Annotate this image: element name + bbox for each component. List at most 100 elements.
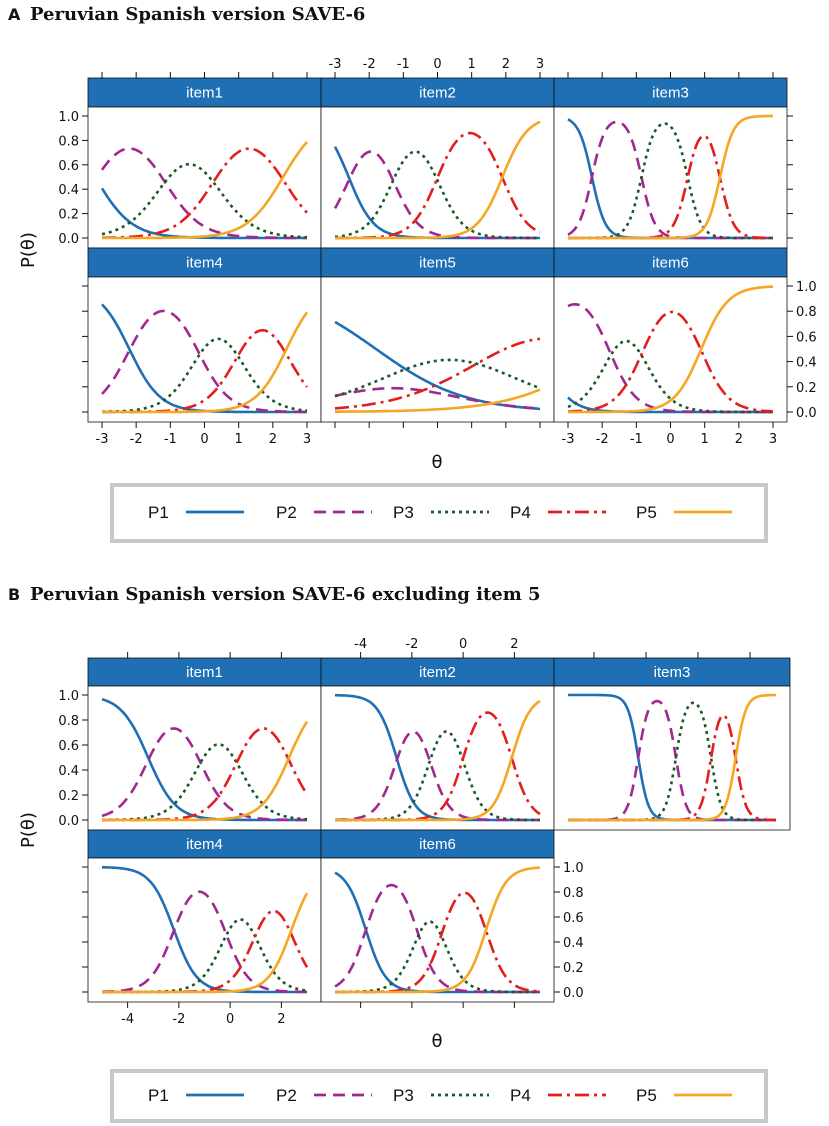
x-tick-label-item4: -2	[172, 1012, 185, 1027]
curve-P4-item6	[568, 310, 774, 413]
strip-label-item4: item4	[186, 836, 223, 853]
curve-P2-item1	[100, 147, 308, 240]
x-axis-label-a: θ	[431, 452, 442, 473]
strip-item4	[87, 829, 322, 859]
x-tick-label-item4: -4	[121, 1012, 134, 1027]
curve-P3-item4	[101, 337, 308, 414]
y-tick-label-item1: 0.4	[58, 764, 79, 779]
legend-label-P3: P3	[393, 1086, 414, 1105]
strip-label-item4: item4	[186, 255, 223, 272]
x-tick-label-item2: 2	[510, 637, 518, 652]
figure-b: item1 0.0 0.2 0.4 0.6 0.8 1.0 item2 -4 -2 0 2 item3 i…	[18, 637, 791, 1052]
panel-item1: item1 0.0 0.2 0.4 0.6 0.8 1.0	[58, 72, 322, 249]
x-tick-label-item2: -2	[405, 637, 418, 652]
legend-label-P5: P5	[636, 1086, 657, 1105]
curve-P1-item1	[101, 697, 307, 822]
strip-label-item2: item2	[419, 85, 456, 102]
x-tick-label-item6: -3	[562, 432, 575, 447]
strip-label-item3: item3	[654, 664, 691, 681]
curve-P1-item4	[102, 866, 307, 994]
x-tick-label-item4: 3	[303, 432, 311, 447]
panel-item4: item4 -4 -2 0 2	[82, 829, 322, 1027]
curve-P3-item2	[334, 150, 540, 240]
curve-P5-item1	[102, 141, 308, 240]
curve-P3-item4	[102, 918, 308, 994]
x-tick-label-item2: -2	[363, 57, 376, 72]
legend-a: P1 P2 P3 P4 P5	[148, 503, 732, 522]
curve-P5-item2	[335, 699, 541, 822]
x-tick-label-item4: 0	[200, 432, 208, 447]
curve-P2-item6	[567, 302, 773, 414]
x-tick-label-item6: 0	[666, 432, 674, 447]
x-axis-label-b: θ	[431, 1031, 442, 1052]
curve-P4-item1	[101, 147, 308, 240]
legend-b: P1 P2 P3 P4 P5	[148, 1086, 732, 1105]
curve-P2-item4	[101, 309, 307, 414]
panel-item3: item3	[553, 652, 791, 831]
y-tick-label-item6: 1.0	[796, 280, 817, 295]
plot-area-item5	[320, 276, 555, 423]
curve-P5-item6	[335, 866, 541, 994]
x-tick-label-item6: -1	[630, 432, 643, 447]
legend-label-P2: P2	[276, 1086, 297, 1105]
panel-b-title: Peruvian Spanish version SAVE-6 excludin…	[30, 584, 541, 605]
panel-item6: item6 -3 -2 -1 0 1 2 3 0.0 0.2 0.4 0.6 0.8 1.0	[553, 247, 817, 447]
strip-item1	[87, 77, 322, 108]
plot-area-item1	[87, 685, 322, 831]
x-tick-label-item6: 1	[701, 432, 709, 447]
x-tick-label-item4: -2	[130, 432, 143, 447]
strip-item6	[320, 829, 555, 859]
y-tick-label-item6: 0.6	[563, 911, 584, 926]
curve-P5-item3	[568, 114, 774, 240]
y-tick-label-item6: 0.4	[563, 936, 584, 951]
x-tick-label-item6: 2	[735, 432, 743, 447]
strip-item1	[87, 657, 322, 687]
x-tick-label-item4: 1	[235, 432, 243, 447]
curve-P2-item3	[567, 120, 773, 240]
panel-item3: item3	[553, 72, 793, 249]
y-tick-label-item1: 1.0	[58, 110, 79, 125]
y-tick-label-item1: 0.2	[58, 789, 79, 804]
curve-P3-item1	[101, 162, 308, 239]
legend-label-P1: P1	[148, 503, 169, 522]
x-tick-label-item2: 0	[433, 57, 441, 72]
curve-P2-item6	[334, 883, 540, 994]
plot-area-item4	[87, 857, 322, 1003]
legend-label-P4: P4	[510, 1086, 531, 1105]
x-tick-label-item2: 2	[502, 57, 510, 72]
y-axis-label-a: P(θ)	[18, 232, 39, 268]
y-tick-label-item6: 0.2	[563, 961, 584, 976]
strip-label-item1: item1	[186, 85, 223, 102]
x-tick-label-item2: -4	[354, 637, 367, 652]
x-tick-label-item4: 2	[269, 432, 277, 447]
curve-P3-item2	[335, 730, 540, 822]
x-tick-label-item4: -1	[164, 432, 177, 447]
x-tick-label-item2: -3	[329, 57, 342, 72]
strip-item3	[553, 657, 791, 687]
curve-P5-item6	[568, 285, 774, 414]
legend-label-P4: P4	[510, 503, 531, 522]
y-axis-label-b: P(θ)	[18, 812, 39, 848]
panel-b-letter: B	[8, 585, 20, 604]
curve-P3-item5	[334, 358, 541, 398]
panel-a-title: Peruvian Spanish version SAVE-6	[30, 4, 365, 25]
panel-item4: item4 -3 -2 -1 0 1 2 3	[82, 247, 322, 447]
y-tick-label-item1: 0.6	[58, 159, 79, 174]
y-tick-label-item1: 0.2	[58, 208, 79, 223]
y-tick-label-item6: 0.6	[796, 330, 817, 345]
plot-area-item2	[320, 685, 555, 831]
strip-label-item6: item6	[419, 836, 456, 853]
x-tick-label-item6: -2	[596, 432, 609, 447]
curve-P5-item4	[102, 311, 309, 414]
strip-label-item5: item5	[419, 255, 456, 272]
curve-P3-item6	[335, 920, 540, 994]
x-tick-label-item4: 0	[226, 1012, 234, 1027]
plot-area-item6	[320, 857, 555, 1003]
curve-P5-item3	[568, 693, 777, 822]
y-tick-label-item6: 0.8	[796, 305, 817, 320]
y-tick-label-item6: 1.0	[563, 861, 584, 876]
curve-P2-item5	[334, 386, 541, 410]
y-tick-label-item1: 0.0	[58, 232, 79, 247]
